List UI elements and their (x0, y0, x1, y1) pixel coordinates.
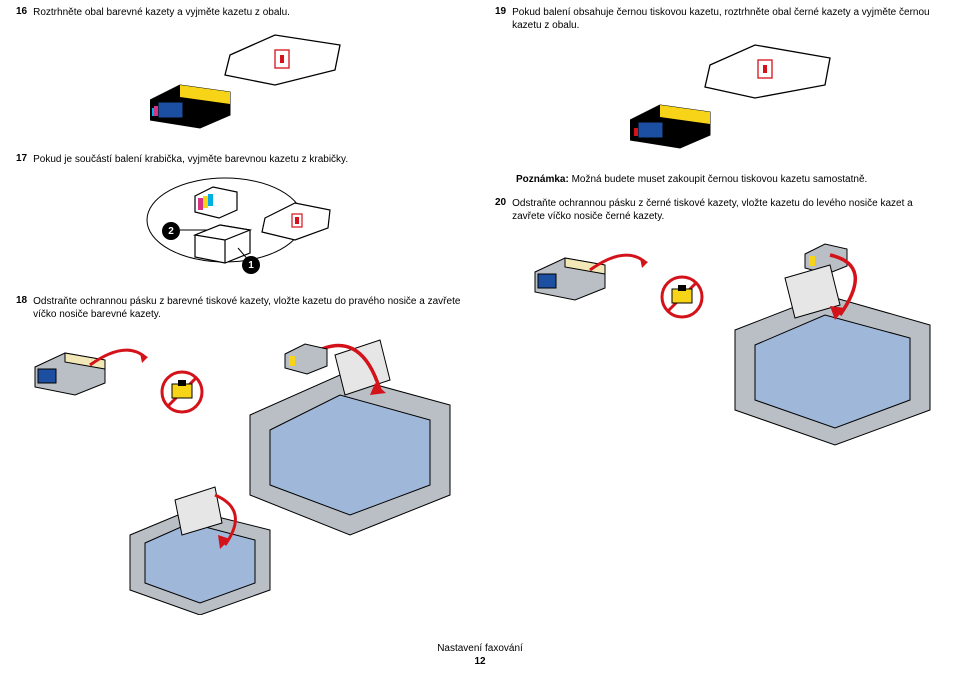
step-16: 16 Roztrhněte obal barevné kazety a vyjm… (16, 6, 456, 19)
step-20: 20 Odstraňte ochrannou pásku z černé tis… (495, 197, 945, 223)
step-20-text: Odstraňte ochrannou pásku z černé tiskov… (512, 197, 945, 223)
step-17-num: 17 (16, 153, 27, 164)
step-19-text: Pokud balení obsahuje černou tiskovou ka… (512, 6, 940, 32)
footer-page: 12 (0, 655, 960, 668)
step-18-num: 18 (16, 295, 27, 306)
step-16-text: Roztrhněte obal barevné kazety a vyjměte… (33, 6, 290, 19)
circle-2: 2 (162, 222, 180, 240)
page-footer: Nastavení faxování 12 (0, 642, 960, 668)
note-text: Možná budete muset zakoupit černou tisko… (569, 174, 868, 185)
footer-title: Nastavení faxování (0, 642, 960, 655)
step-16-num: 16 (16, 6, 27, 17)
note-label: Poznámka: (516, 174, 569, 185)
step-18-text: Odstraňte ochrannou pásku z barevné tisk… (33, 295, 471, 321)
illus-18 (30, 335, 470, 618)
illus-16 (150, 30, 350, 133)
illus-20 (530, 240, 940, 453)
illus-17: 2 1 (140, 170, 340, 283)
step-19: 19 Pokud balení obsahuje černou tiskovou… (495, 6, 940, 32)
note: Poznámka: Možná budete muset zakoupit če… (516, 173, 936, 186)
step-17: 17 Pokud je součástí balení krabička, vy… (16, 153, 456, 166)
step-20-num: 20 (495, 197, 506, 208)
illus-19 (630, 40, 840, 163)
circle-1: 1 (242, 256, 260, 274)
step-18: 18 Odstraňte ochrannou pásku z barevné t… (16, 295, 471, 321)
step-17-text: Pokud je součástí balení krabička, vyjmě… (33, 153, 348, 166)
step-19-num: 19 (495, 6, 506, 17)
